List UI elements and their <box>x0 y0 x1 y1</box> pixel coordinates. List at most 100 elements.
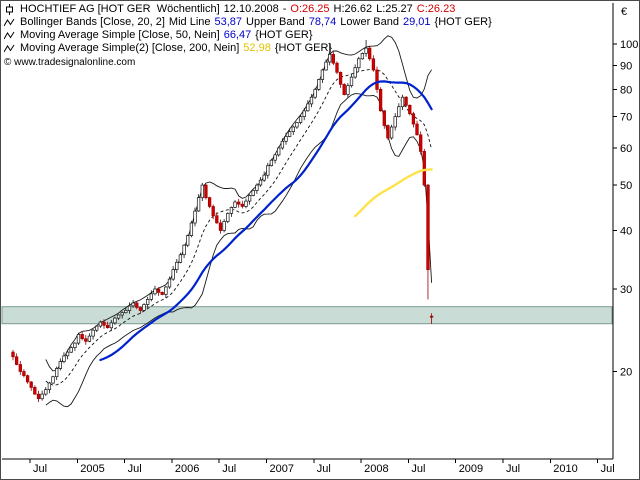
bollinger-name: Bollinger Bands [Close, 20, 2] <box>20 16 165 28</box>
bollinger-lower-band-line[interactable] <box>45 93 433 408</box>
candle-body <box>328 54 332 63</box>
candle-body <box>269 159 274 167</box>
bollinger-mid-label: Mid Line <box>168 16 211 28</box>
time-tick-label: Jul <box>506 463 520 475</box>
bollinger-mid-line[interactable] <box>45 68 433 386</box>
candle-body <box>76 334 81 344</box>
candle-body <box>211 206 215 217</box>
bar-high-value: H:26.62 <box>333 3 373 15</box>
candle-body <box>18 364 22 372</box>
candle-body <box>51 376 55 384</box>
price-tick-label: 100 <box>620 39 638 51</box>
candle-body <box>131 302 135 307</box>
candle-body <box>404 96 408 106</box>
candle-body <box>193 210 197 224</box>
candle-body <box>349 76 354 87</box>
sma50-value: 66,47 <box>223 29 252 41</box>
price-axis[interactable]: €100 90 80 70 60 50 40 30 20 <box>612 3 638 459</box>
candle-body <box>378 89 383 112</box>
candle-body <box>338 71 343 85</box>
candle-body <box>240 203 244 207</box>
candle-body <box>196 197 201 212</box>
candle-body <box>200 184 204 199</box>
price-tick-label: 50 <box>620 180 632 192</box>
sma50-line[interactable] <box>99 80 433 362</box>
candle-body <box>342 84 346 95</box>
time-tick-label: 2010 <box>553 463 577 475</box>
time-tick-label: 2009 <box>459 463 483 475</box>
candle-body <box>11 351 15 358</box>
candle-body <box>218 222 223 231</box>
candle-body <box>113 317 117 324</box>
candle-body <box>411 113 416 125</box>
candle-body <box>149 293 153 300</box>
candle-body <box>204 184 208 199</box>
candle-body <box>280 140 285 149</box>
candle-body <box>320 69 325 80</box>
candle-body <box>124 310 128 314</box>
legend-sma50-row[interactable]: Moving Average Simple [Close, 50, Nein] … <box>4 29 492 42</box>
candle-body <box>142 304 146 311</box>
candle-body <box>167 278 172 288</box>
candle-body <box>47 382 52 390</box>
candle-body <box>207 197 212 207</box>
instrument-title: HOCHTIEF AG [HOT GER Wöchentlich] <box>20 3 220 15</box>
candle-body <box>386 125 390 139</box>
candle-body <box>215 215 219 224</box>
candle-body <box>226 213 230 222</box>
legend-dash: - <box>282 3 287 15</box>
time-tick-label: Jul <box>128 463 142 475</box>
candle-body <box>80 334 84 340</box>
bollinger-upper-band-line[interactable] <box>45 35 432 372</box>
legend-bollinger-row[interactable]: Bollinger Bands [Close, 20, 2] Mid Line … <box>4 16 492 29</box>
candle-body <box>29 381 33 388</box>
time-tick-label: Jul <box>601 463 615 475</box>
bollinger-lower-value: 29,01 <box>403 16 431 28</box>
candle-body <box>102 321 106 326</box>
candle-body <box>375 69 379 90</box>
chart-legend: HOCHTIEF AG [HOT GER Wöchentlich] 12.10.… <box>4 3 492 68</box>
legend-instrument-row[interactable]: HOCHTIEF AG [HOT GER Wöchentlich] 12.10.… <box>4 3 492 16</box>
candle-body <box>429 315 434 318</box>
candle-body <box>244 200 248 207</box>
candle-body <box>357 58 361 69</box>
price-tick-label: 90 <box>620 60 632 72</box>
bollinger-mid-value: 53,87 <box>214 16 243 28</box>
candle-body <box>295 122 299 128</box>
candle-body <box>353 67 357 78</box>
candle-body <box>255 184 259 191</box>
candle-body <box>422 151 426 186</box>
candle-body <box>120 312 124 316</box>
candle-body <box>368 47 372 60</box>
support-zone-layer[interactable] <box>1 306 613 325</box>
candle-body <box>58 361 62 369</box>
candle-body <box>360 53 365 60</box>
sma50-symbol-suffix: {HOT GER} <box>255 29 313 41</box>
time-tick-label: 2008 <box>364 463 388 475</box>
candle-body <box>222 221 226 231</box>
sma200-line[interactable] <box>354 168 433 218</box>
sma50-name: Moving Average Simple [Close, 50, Nein] <box>20 29 220 41</box>
sma200-value: 52,98 <box>243 42 271 54</box>
candle-body <box>251 190 255 196</box>
time-tick-label: Jul <box>33 463 47 475</box>
candle-body <box>189 222 194 236</box>
candle-body <box>306 103 310 112</box>
candle-body <box>266 165 270 176</box>
candle-body <box>98 321 103 327</box>
support-zone[interactable] <box>1 306 613 325</box>
candle-body <box>138 307 143 311</box>
candle-body <box>22 371 26 376</box>
candle-body <box>229 207 234 214</box>
copyright-notice: © www.tradesignalonline.com <box>4 56 136 68</box>
time-axis[interactable]: Jul 2005 Jul 2006 Jul 2007 Jul 2008 Jul 2009 Jul 20… <box>2 458 615 475</box>
candle-body <box>164 286 168 295</box>
legend-sma200-row[interactable]: Moving Average Simple(2) [Close, 200, Ne… <box>4 42 492 55</box>
candle-body <box>73 342 77 348</box>
candle-body <box>65 351 70 357</box>
candle-body <box>156 288 161 293</box>
time-tick-label: 2006 <box>175 463 199 475</box>
candle-body <box>313 89 317 98</box>
bollinger-symbol-suffix: {HOT GER} <box>434 16 492 28</box>
